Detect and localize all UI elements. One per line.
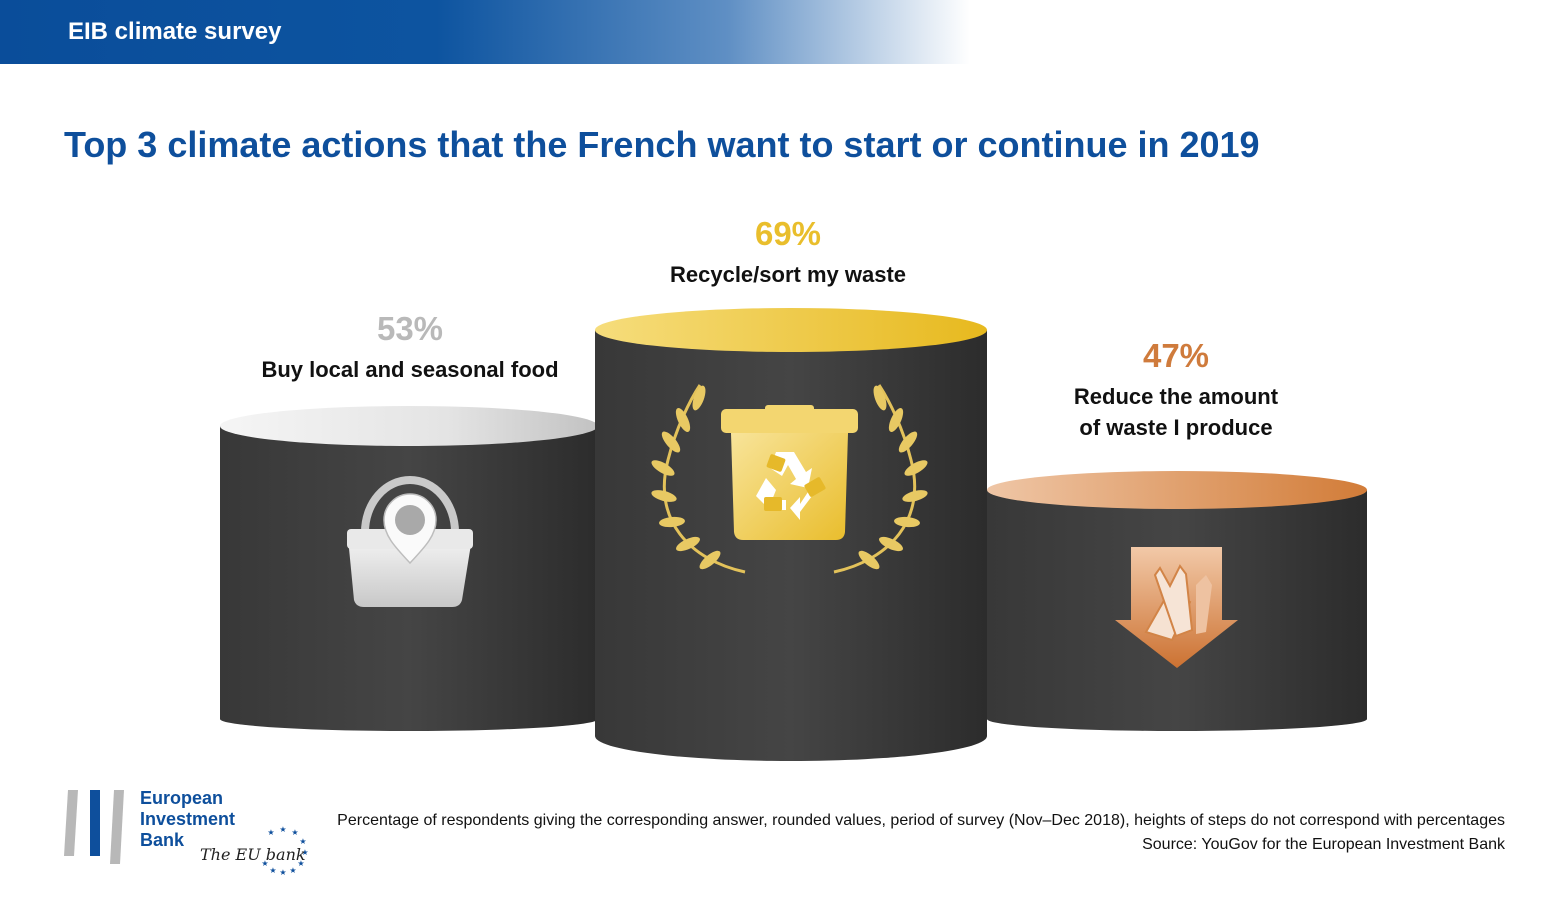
reduce-waste-arrow-icon (1115, 547, 1238, 668)
step-body (595, 330, 987, 761)
category-label: Buy local and seasonal food (261, 357, 558, 382)
value-label: 53% (377, 310, 443, 347)
eu-stars-icon: ★ ★★ ★★★ ★★★ ★ (261, 825, 308, 876)
podium-step-3 (987, 471, 1367, 731)
laurel-wreath-icon (651, 384, 928, 574)
step-top (595, 308, 987, 352)
svg-text:★: ★ (299, 837, 306, 846)
eib-logo-mark (64, 790, 124, 864)
step-top (987, 471, 1367, 509)
podium-step-2 (220, 406, 598, 731)
logo-line-2: Investment (140, 809, 236, 829)
svg-text:★: ★ (297, 859, 304, 868)
eib-tagline: The EU bank (200, 845, 306, 864)
basket-icon (347, 476, 473, 607)
eib-logo-text: European Investment Bank (140, 788, 235, 851)
value-label: 69% (755, 215, 821, 252)
svg-text:★: ★ (291, 828, 298, 837)
category-label: Reduce the amount (1074, 384, 1279, 409)
logo-line-1: European (140, 788, 224, 808)
category-label: Recycle/sort my waste (670, 262, 906, 287)
chart-labels: 53% Buy local and seasonal food 69% Recycle… (261, 215, 1278, 440)
value-label: 47% (1143, 337, 1209, 374)
step-top (220, 406, 598, 446)
footnote-source: Source: YouGov for the European Investme… (1142, 836, 1505, 853)
svg-text:★: ★ (289, 866, 296, 875)
banner-title: EIB climate survey (68, 18, 282, 45)
page-title: Top 3 climate actions that the French wa… (64, 124, 1260, 165)
category-label: of waste I produce (1079, 415, 1272, 440)
footnote-note: Percentage of respondents giving the cor… (337, 812, 1505, 829)
logo-line-3: Bank (140, 830, 185, 850)
svg-text:★: ★ (279, 825, 286, 834)
svg-text:★: ★ (261, 859, 268, 868)
header-banner: EIB climate survey (0, 0, 970, 64)
svg-text:★: ★ (301, 848, 308, 857)
footnote: Percentage of respondents giving the cor… (337, 809, 1505, 857)
svg-text:★: ★ (267, 828, 274, 837)
recycle-bin-icon (721, 405, 858, 540)
svg-text:★: ★ (269, 866, 276, 875)
svg-text:★: ★ (279, 868, 286, 876)
podium-step-1 (595, 308, 987, 761)
